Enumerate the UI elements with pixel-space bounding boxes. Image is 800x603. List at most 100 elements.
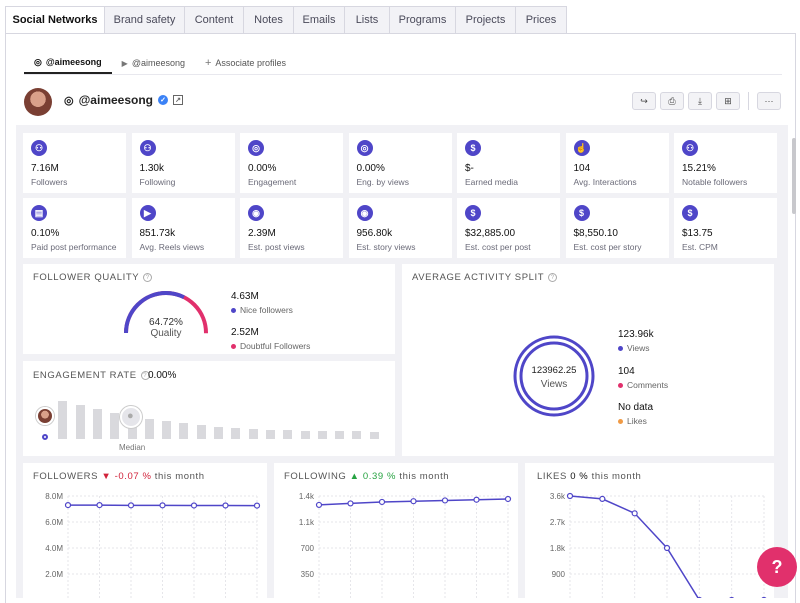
stat-card: $ $8,550.10 Est. cost per story: [565, 198, 669, 258]
help-icon[interactable]: ?: [548, 272, 558, 282]
views-label: Views: [627, 343, 650, 353]
tab-emails[interactable]: Emails: [293, 6, 344, 34]
more-button[interactable]: ···: [757, 92, 781, 110]
distribution-bar: [110, 413, 120, 439]
y-tick-label: 2.0M: [45, 570, 63, 579]
external-link-icon[interactable]: ↗: [173, 95, 183, 105]
stat-value: 956.80k: [356, 228, 393, 239]
data-point[interactable]: [315, 501, 323, 509]
distribution-bar: [265, 430, 275, 439]
tab-programs[interactable]: Programs: [389, 6, 455, 34]
data-point[interactable]: [663, 544, 671, 552]
associate-profiles-button[interactable]: + Associate profiles: [195, 52, 296, 74]
help-icon[interactable]: ?: [140, 370, 150, 380]
nice-followers-legend: Nice followers: [231, 305, 293, 315]
stat-value: 104: [573, 163, 591, 174]
distribution-bar: [162, 421, 172, 439]
y-tick-label: 4.0M: [45, 544, 63, 553]
y-tick-label: 700: [301, 544, 315, 553]
distribution-bar: [352, 431, 362, 439]
tab-lists[interactable]: Lists: [344, 6, 389, 34]
stat-label: Notable followers: [682, 177, 748, 187]
help-chat-button[interactable]: ?: [757, 547, 797, 587]
y-tick-label: 3.6k: [550, 492, 566, 501]
tab-prices[interactable]: Prices: [515, 6, 567, 34]
following-line-chart: 1.4k 1.1k 700 350: [299, 492, 512, 598]
stat-value: 851.73k: [139, 228, 176, 239]
doubtful-followers-legend: Doubtful Followers: [231, 341, 310, 351]
followers-line-chart: 8.0M 6.0M 4.0M 2.0M: [45, 492, 261, 598]
followers-chart-title: FOLLOWERS ▼ -0.07 % this month: [33, 471, 205, 482]
stat-card: $ $32,885.00 Est. cost per post: [457, 198, 560, 258]
data-point[interactable]: [473, 496, 480, 503]
scrollbar[interactable]: [792, 138, 796, 214]
follower-quality-title-text: FOLLOWER QUALITY: [33, 272, 140, 283]
eye-icon: ◉: [356, 205, 373, 221]
data-point[interactable]: [190, 502, 198, 509]
data-point[interactable]: [347, 500, 354, 507]
download-button[interactable]: ⤓: [688, 92, 712, 110]
data-point[interactable]: [222, 502, 229, 509]
y-tick-label: 1.1k: [299, 518, 315, 527]
data-point[interactable]: [410, 498, 417, 505]
chat-icon: ?: [771, 556, 783, 577]
tab-notes[interactable]: Notes: [243, 6, 293, 34]
engagement-rate-panel: ENGAGEMENT RATE? 0.00% ● Median: [23, 361, 395, 456]
add-button[interactable]: ⊞: [716, 92, 740, 110]
share-button[interactable]: ↪: [632, 92, 656, 110]
data-point[interactable]: [378, 498, 386, 506]
subtab-youtube[interactable]: ▶ @aimeesong: [112, 52, 195, 74]
stat-card: ◎ 0.00% Eng. by views: [348, 133, 452, 193]
distribution-bar: [283, 430, 293, 439]
data-point[interactable]: [504, 495, 512, 503]
stat-label: Est. post views: [248, 242, 305, 252]
tab-content[interactable]: Content: [184, 6, 243, 34]
views-value: 123.96k: [618, 329, 654, 340]
print-icon: ⎙: [668, 95, 676, 106]
likes-legend: Likes: [618, 416, 647, 426]
print-button[interactable]: ⎙: [660, 92, 684, 110]
activity-split-donut: [513, 335, 595, 417]
y-tick-label: 900: [552, 570, 566, 579]
median-label: Median: [119, 443, 146, 452]
views-legend: Views: [618, 343, 650, 353]
plus-icon: +: [204, 57, 212, 69]
doubtful-followers-label: Doubtful Followers: [240, 341, 311, 351]
y-tick-label: 8.0M: [45, 492, 63, 501]
data-point[interactable]: [96, 501, 103, 509]
stat-label: Est. CPM: [682, 242, 718, 252]
likes-value: No data: [618, 402, 654, 413]
data-point[interactable]: [127, 502, 135, 509]
tab-brand-safety[interactable]: Brand safety: [104, 6, 184, 34]
hand-icon: ☝: [573, 140, 590, 156]
stat-value: $8,550.10: [573, 228, 619, 239]
views-dot: [618, 345, 623, 351]
stat-card: ◎ 0.00% Engagement: [240, 133, 343, 193]
doubtful-followers-value: 2.52M: [231, 327, 259, 338]
y-tick-label: 6.0M: [45, 518, 63, 527]
data-point[interactable]: [64, 501, 72, 509]
y-tick-label: 350: [301, 570, 315, 579]
tab-social-networks[interactable]: Social Networks: [5, 6, 104, 34]
data-point[interactable]: [566, 492, 574, 500]
stat-label: Est. cost per story: [573, 242, 642, 252]
tab-projects[interactable]: Projects: [455, 6, 515, 34]
engagement-rate-value: 0.00%: [148, 370, 177, 381]
median-marker: ●: [120, 406, 142, 428]
stat-card: ⚇ 1.30k Following: [131, 133, 235, 193]
views-ring: [513, 335, 595, 417]
help-icon[interactable]: ?: [143, 272, 153, 282]
data-point[interactable]: [441, 497, 449, 504]
stat-label: Following: [139, 177, 176, 187]
likes-label: Likes: [627, 416, 647, 426]
data-point[interactable]: [631, 510, 638, 517]
data-point[interactable]: [599, 495, 606, 502]
subtab-instagram[interactable]: ◎ @aimeesong: [24, 52, 112, 74]
data-point[interactable]: [253, 502, 261, 509]
likes-change-suffix: this month: [591, 471, 642, 482]
stat-card: ☝ 104 Avg. Interactions: [565, 133, 669, 193]
data-point[interactable]: [159, 502, 166, 509]
engagement-rate-title-text: ENGAGEMENT RATE: [33, 370, 137, 381]
avatar: [24, 88, 52, 116]
followers-change-suffix: this month: [154, 471, 205, 482]
